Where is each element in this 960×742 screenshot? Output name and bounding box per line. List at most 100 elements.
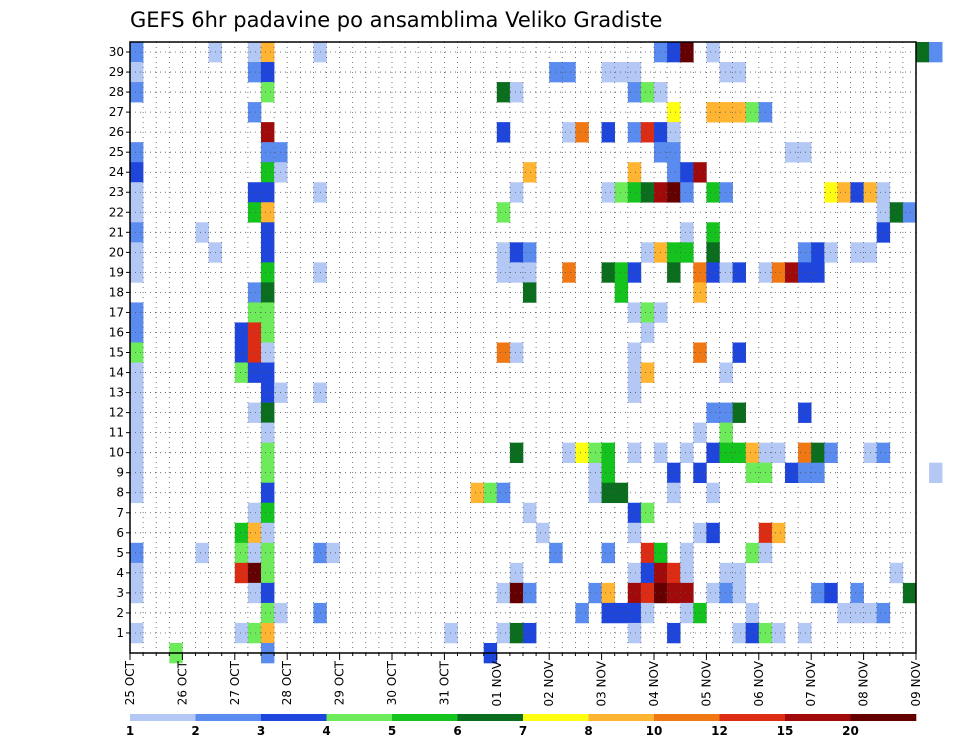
heatmap-cell <box>523 162 537 183</box>
colorbar: 1 2 3 4 5 6 7 8 10 12 15 20 <box>126 714 917 738</box>
colorbar-swatch <box>719 714 786 721</box>
y-tick-label: 8 <box>116 486 124 500</box>
heatmap-cell <box>719 102 733 123</box>
heatmap-cell <box>247 362 262 383</box>
heatmap-cell <box>876 182 891 203</box>
heatmap-cell <box>640 82 655 103</box>
heatmap-cell <box>680 162 694 183</box>
heatmap-cell <box>247 622 262 644</box>
heatmap-cell <box>247 342 262 363</box>
heatmap-cell <box>496 622 511 644</box>
heatmap-cell <box>509 442 524 463</box>
heatmap-cell <box>889 202 904 223</box>
heatmap-cell <box>130 402 144 423</box>
heatmap-cell <box>798 262 812 283</box>
heatmap-cell <box>509 242 524 263</box>
heatmap-cell <box>130 242 144 263</box>
heatmap-cell <box>234 542 249 564</box>
colorbar-label: 4 <box>322 724 330 738</box>
y-tick-label: 12 <box>109 406 124 420</box>
y-tick-label: 3 <box>116 586 124 600</box>
heatmap-cell <box>929 462 943 484</box>
heatmap-cell <box>575 122 589 143</box>
heatmap-cell <box>261 442 275 463</box>
y-tick-label: 21 <box>109 225 124 239</box>
heatmap-cell <box>261 622 275 644</box>
heatmap-cell <box>261 122 275 143</box>
heatmap-cell <box>627 262 642 283</box>
heatmap-cell <box>798 402 812 423</box>
heatmap-cell <box>601 62 615 83</box>
heatmap-cell <box>811 462 825 484</box>
heatmap-cell <box>680 542 694 564</box>
heatmap-cell <box>640 322 655 343</box>
heatmap-cell <box>640 302 655 323</box>
heatmap-cell <box>509 182 524 203</box>
heatmap-cell <box>745 462 760 484</box>
heatmap-cell <box>745 602 760 624</box>
heatmap-cell <box>601 462 615 484</box>
colorbar-label: 6 <box>453 724 461 738</box>
x-tick-label: 05 NOV <box>699 660 713 706</box>
heatmap-cell <box>627 502 642 524</box>
heatmap-cell <box>130 162 144 183</box>
colorbar-label: 8 <box>584 724 592 738</box>
heatmap-cell <box>601 482 615 504</box>
heatmap-cell <box>771 522 786 544</box>
heatmap-cell <box>130 322 144 343</box>
heatmap-cell <box>680 562 694 584</box>
heatmap-cell <box>706 42 720 63</box>
heatmap-cell <box>667 242 681 263</box>
heatmap-cell <box>706 222 720 243</box>
heatmap-cell <box>601 122 615 143</box>
y-tick-label: 16 <box>109 325 124 339</box>
heatmap-cell <box>247 302 262 323</box>
heatmap-cell <box>719 262 733 283</box>
heatmap-cell <box>732 582 746 604</box>
heatmap-cell <box>627 302 642 323</box>
heatmap-cell <box>667 482 681 504</box>
x-tick-label: 27 OCT <box>228 660 242 705</box>
heatmap-cell <box>261 582 275 604</box>
colorbar-swatch <box>261 714 327 721</box>
heatmap-cell <box>614 602 629 624</box>
y-tick-label: 28 <box>109 85 124 99</box>
heatmap-cell <box>261 242 275 263</box>
heatmap-cell <box>640 602 655 624</box>
heatmap-cell <box>667 262 681 283</box>
heatmap-cell <box>470 482 484 504</box>
heatmap-cell <box>719 582 733 604</box>
colorbar-label: 12 <box>711 724 728 738</box>
heatmap-cell <box>614 62 629 83</box>
heatmap-cell <box>261 402 275 423</box>
heatmap-cell <box>509 562 524 584</box>
heatmap-cell <box>247 542 262 564</box>
y-tick-label: 13 <box>109 386 124 400</box>
colorbar-swatch <box>195 714 262 721</box>
heatmap-cell <box>130 202 144 223</box>
heatmap-cell <box>195 222 209 243</box>
heatmap-cell <box>130 622 144 644</box>
heatmap-cell <box>850 242 864 263</box>
colorbar-swatch <box>588 714 655 721</box>
colorbar-swatch <box>392 714 458 721</box>
x-tick-label: 29 OCT <box>333 660 347 705</box>
heatmap-cell <box>601 442 615 463</box>
heatmap-cell <box>732 562 746 584</box>
heatmap-cell <box>732 342 746 363</box>
x-tick-label: 06 NOV <box>752 660 766 706</box>
x-tick-label: 04 NOV <box>647 660 661 706</box>
heatmap-cell <box>719 562 733 584</box>
y-tick-label: 14 <box>109 366 124 380</box>
heatmap-cell <box>509 82 524 103</box>
heatmap-cell <box>247 582 262 604</box>
heatmap-cell <box>640 502 655 524</box>
y-tick-label: 18 <box>109 285 124 299</box>
heatmap-cell <box>811 242 825 263</box>
heatmap-cell <box>837 602 851 624</box>
heatmap-cell <box>261 222 275 243</box>
heatmap-cell <box>640 542 655 564</box>
colorbar-label: 7 <box>519 724 527 738</box>
heatmap-cell <box>523 582 537 604</box>
x-tick-label: 08 NOV <box>857 660 871 706</box>
